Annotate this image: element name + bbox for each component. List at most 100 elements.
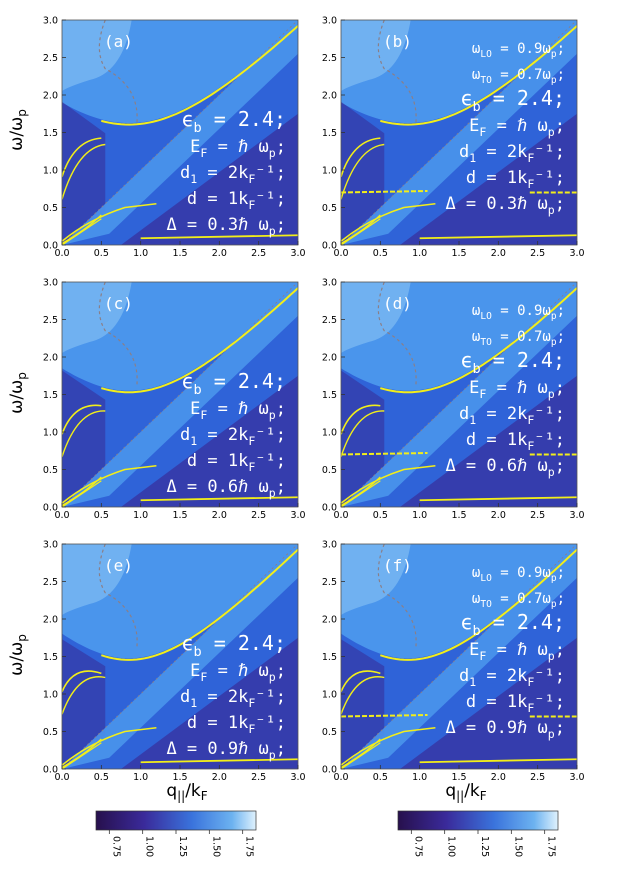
annotation-line: ϵb = 2.4; <box>181 107 286 136</box>
x-tick-label: 2.0 <box>212 248 227 259</box>
lower-wedge-region <box>121 637 298 769</box>
y-axis-label-top: ω/ωp <box>7 109 29 151</box>
dashed-curve <box>98 544 138 650</box>
dashed-diagonal <box>62 544 298 769</box>
x-tick-label: 0.0 <box>333 248 348 259</box>
x-tick-label: 2.0 <box>491 510 506 521</box>
dashed-diagonal <box>341 544 577 769</box>
x-tick-label: 1.5 <box>451 510 466 521</box>
x-tick-label: 0.0 <box>333 510 348 521</box>
x-tick-label: 2.0 <box>491 248 506 259</box>
plasmon-branch-1 <box>62 137 102 177</box>
x-tick-label: 2.0 <box>212 772 227 783</box>
low-flat-curve <box>419 496 577 502</box>
acoustic-branch-3 <box>62 742 102 769</box>
y-tick-label: 3.0 <box>43 540 58 551</box>
x-tick-label: 3.0 <box>569 248 584 259</box>
dashed-curve <box>98 282 138 388</box>
low-flat-curve <box>140 234 298 240</box>
annotation-line: d = 1kF⁻¹; <box>466 168 565 191</box>
colorbar-tick-label: 1.50 <box>512 836 523 857</box>
acoustic-branch-1 <box>62 203 157 242</box>
low-flat-curve <box>419 234 577 240</box>
annotation-line: ωLO = 0.9ωp; <box>472 565 565 584</box>
x-tick-label: 1.0 <box>412 510 427 521</box>
y-tick-label: 3.0 <box>322 540 337 551</box>
svg-text:ω/ωp: ω/ωp <box>7 372 29 414</box>
x-tick-label: 0.5 <box>94 772 109 783</box>
y-tick-label: 1.5 <box>322 652 337 663</box>
annotation-line: d = 1kF⁻¹; <box>187 451 286 474</box>
plasmon-branch-2 <box>62 143 106 200</box>
panel-label: (e) <box>104 556 133 575</box>
plasmon-branch-1 <box>62 670 102 693</box>
y-tick-label: 0.5 <box>43 203 58 214</box>
x-tick-label: 3.0 <box>569 772 584 783</box>
panel-b: 0.0 0.5 1.0 1.5 2.0 2.5 3.0 0.0 0.5 1.0 1.5 2.0 2.5 3… <box>322 16 585 260</box>
upper-plasmon-curve <box>101 548 298 661</box>
svg-text:ω/ωp: ω/ωp <box>7 109 29 151</box>
left-dark-region <box>62 101 106 245</box>
acoustic-branch-3 <box>62 480 102 507</box>
colorbar-tick-label: 1.50 <box>210 836 221 857</box>
colorbar-tick-label: 1.25 <box>177 836 188 857</box>
annotation-line: EF = ℏ ωp; <box>469 640 565 663</box>
acoustic-branch-3 <box>341 218 381 245</box>
lower-wedge-region <box>121 113 298 245</box>
x-tick-label: 0.0 <box>54 772 69 783</box>
y-tick-label: 2.5 <box>322 53 337 64</box>
lower-wedge-region <box>400 375 577 507</box>
y-tick-label: 1.5 <box>43 390 58 401</box>
dashed-diagonal <box>62 282 298 507</box>
y-tick-label: 1.0 <box>322 428 337 439</box>
x-tick-label: 1.0 <box>133 248 148 259</box>
panel-f: 0.0 0.5 1.0 1.5 2.0 2.5 3.0 0.0 0.5 1.0 1.5 2.0 2.5 3… <box>322 540 585 784</box>
panel-d: 0.0 0.5 1.0 1.5 2.0 2.5 3.0 0.0 0.5 1.0 1.5 2.0 2.5 3… <box>322 278 585 522</box>
x-axis-label-right: q||/kF <box>445 781 486 803</box>
y-axis-label-bottom: ω/ωp <box>7 634 29 676</box>
y-tick-label: 0.0 <box>43 765 58 776</box>
x-tick-label: 1.5 <box>172 248 187 259</box>
phonon-curve <box>341 190 577 194</box>
y-tick-label: 1.0 <box>43 428 58 439</box>
y-tick-label: 2.0 <box>43 353 58 364</box>
acoustic-branch-1 <box>341 203 436 242</box>
phonon-curve <box>341 452 577 456</box>
panel-label: (c) <box>104 294 133 313</box>
upper-bright-region <box>341 282 411 354</box>
panel-label: (a) <box>104 32 133 51</box>
colorbar-tick-label: 0.75 <box>110 836 121 857</box>
x-tick-label: 2.5 <box>530 248 545 259</box>
colorbar-tick-label: 1.00 <box>446 836 457 857</box>
dashed-diagonal <box>341 20 577 245</box>
annotation-line: d1 = 2kF⁻¹; <box>180 425 286 448</box>
upper-bright-region <box>341 20 411 92</box>
panel-e: 0.0 0.5 1.0 1.5 2.0 2.5 3.0 0.0 0.5 1.0 1.5 2.0 2.5 3… <box>43 540 306 784</box>
y-tick-label: 0.5 <box>43 465 58 476</box>
y-tick-label: 1.0 <box>43 166 58 177</box>
dashed-curve <box>377 544 417 650</box>
x-tick-label: 3.0 <box>290 248 305 259</box>
y-tick-label: 2.0 <box>43 91 58 102</box>
annotation-line: ωTO = 0.7ωp; <box>472 67 565 86</box>
upper-plasmon-curve <box>380 287 577 394</box>
annotation-line: ωLO = 0.9ωp; <box>472 41 565 60</box>
left-dark-region <box>341 101 385 245</box>
colorbar-tick-label: 0.75 <box>412 836 423 857</box>
plasmon-branch-1 <box>341 670 381 693</box>
annotation-line: d = 1kF⁻¹; <box>466 430 565 453</box>
annotation-line: ωTO = 0.7ωp; <box>472 591 565 610</box>
x-tick-label: 3.0 <box>290 510 305 521</box>
annotation-line: Δ = 0.9ℏ ωp; <box>166 739 286 762</box>
lower-wedge-region <box>400 637 577 769</box>
y-tick-label: 0.0 <box>43 241 58 252</box>
acoustic-branch-1 <box>62 465 157 504</box>
x-tick-label: 1.0 <box>133 772 148 783</box>
y-tick-label: 0.0 <box>322 765 337 776</box>
low-flat-curve <box>419 758 577 764</box>
acoustic-branch-2 <box>341 738 381 769</box>
x-tick-label: 0.5 <box>94 510 109 521</box>
x-tick-label: 0.0 <box>54 248 69 259</box>
upper-bright-region <box>341 544 411 616</box>
x-tick-label: 2.5 <box>530 772 545 783</box>
